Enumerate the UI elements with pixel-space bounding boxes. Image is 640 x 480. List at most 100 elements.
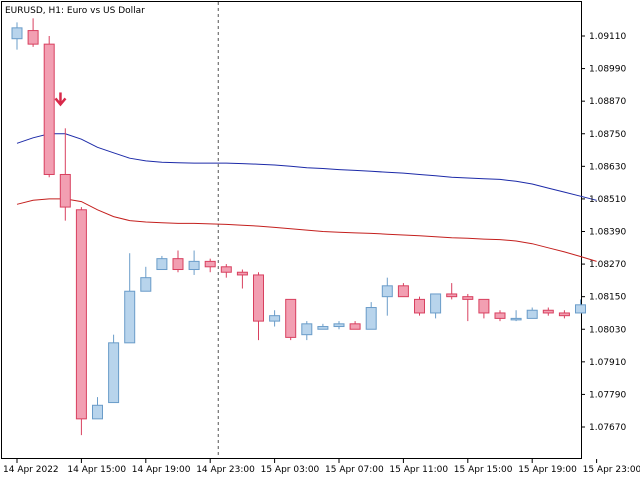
candle: [510, 310, 522, 322]
description-label: Euro vs US Dollar: [67, 6, 145, 16]
lower-band-line: [16, 198, 597, 262]
candle-body: [478, 298, 490, 314]
candle-body: [156, 258, 168, 271]
x-tick-label: 14 Apr 2022: [3, 465, 59, 475]
candle-body: [27, 30, 39, 45]
candle: [446, 283, 458, 300]
y-axis: 1.09110 1.08990 1.08870 1.08750 1.08630 1.085…: [581, 32, 626, 433]
candle-body: [397, 285, 409, 298]
candle: [430, 293, 442, 319]
candle-body: [220, 266, 232, 273]
arrow-head: [54, 97, 67, 107]
candle: [43, 36, 55, 178]
y-tick-label: 1.08750: [589, 130, 626, 140]
candle: [59, 128, 71, 221]
candle: [11, 22, 23, 50]
candle-body: [462, 296, 474, 300]
candles-group: [11, 18, 586, 436]
candle: [462, 293, 474, 322]
x-axis: 14 Apr 2022 14 Apr 15:00 14 Apr 19:00 14 Ap…: [3, 459, 640, 475]
x-tick-label: 14 Apr 19:00: [132, 465, 191, 475]
candle-body: [92, 404, 103, 420]
candle: [204, 258, 216, 273]
candle: [478, 298, 490, 319]
candle: [414, 296, 425, 316]
x-tick-label: 15 Apr 03:00: [261, 465, 320, 475]
chart-title: EURUSD, H1: Euro vs US Dollar: [5, 6, 145, 16]
x-tick-label: 14 Apr 15:00: [67, 465, 126, 475]
x-tick-label: 15 Apr 11:00: [389, 465, 448, 475]
candle-body: [269, 315, 281, 322]
candle-body: [446, 293, 458, 298]
candle-body: [75, 209, 87, 420]
candle-body: [430, 293, 442, 314]
candle: [301, 321, 313, 341]
candle-body: [349, 323, 361, 330]
candle-body: [188, 260, 200, 271]
candle: [494, 310, 506, 322]
candle-body: [575, 304, 586, 314]
upper-band-line: [16, 133, 597, 201]
candle-body: [414, 298, 425, 314]
candle-body: [140, 277, 152, 292]
y-tick-label: 1.08270: [589, 260, 626, 270]
candle-body: [253, 274, 264, 322]
candle-body: [526, 309, 538, 319]
candle: [253, 272, 264, 341]
y-tick-label: 1.08030: [589, 325, 626, 335]
candle-body: [124, 290, 136, 344]
x-tick-label: 15 Apr 07:00: [325, 465, 384, 475]
candle: [124, 253, 136, 344]
candle: [92, 397, 103, 420]
candle-body: [59, 173, 71, 208]
candle: [172, 250, 184, 273]
x-tick-label: 15 Apr 23:00: [583, 465, 640, 475]
candle-body: [333, 323, 345, 328]
candle: [75, 207, 87, 436]
candle: [188, 250, 200, 275]
candle: [333, 321, 345, 330]
candle-body: [301, 323, 313, 336]
candle-body: [11, 27, 23, 40]
candle-body: [317, 326, 329, 330]
y-tick-label: 1.08150: [589, 293, 626, 303]
candle: [140, 266, 152, 292]
candle-body: [285, 298, 297, 338]
candle: [220, 264, 232, 278]
y-tick-label: 1.07910: [589, 358, 626, 368]
candle-body: [236, 271, 248, 276]
y-tick-label: 1.08870: [589, 97, 626, 107]
candle: [236, 269, 248, 289]
candle-body: [510, 317, 522, 321]
candle-body: [172, 258, 184, 271]
y-tick-label: 1.08990: [589, 65, 626, 75]
candle: [349, 321, 361, 330]
y-tick-label: 1.08390: [589, 228, 626, 238]
y-tick-label: 1.09110: [589, 32, 626, 42]
candle-body: [494, 312, 506, 319]
candle-body: [108, 342, 120, 404]
candle: [285, 298, 297, 341]
candle: [558, 310, 570, 319]
candle-body: [204, 260, 216, 268]
y-tick-label: 1.08510: [589, 195, 626, 205]
candle: [381, 277, 393, 316]
candle: [365, 302, 377, 330]
plot-frame: [1, 1, 582, 459]
signal-arrow-icon: [54, 92, 67, 107]
candle: [108, 334, 120, 404]
candle: [156, 255, 168, 271]
x-tick-label: 15 Apr 19:00: [518, 465, 577, 475]
x-tick-label: 14 Apr 23:00: [196, 465, 255, 475]
candle-body: [43, 43, 55, 175]
candle-body: [542, 309, 554, 314]
y-tick-label: 1.07790: [589, 390, 626, 400]
timeframe-label: H1: [49, 6, 62, 16]
y-tick-label: 1.07670: [589, 423, 626, 433]
candle-body: [558, 312, 570, 317]
candle: [397, 283, 409, 298]
candle: [317, 323, 329, 330]
candle-body: [381, 285, 393, 298]
candle: [526, 307, 538, 319]
